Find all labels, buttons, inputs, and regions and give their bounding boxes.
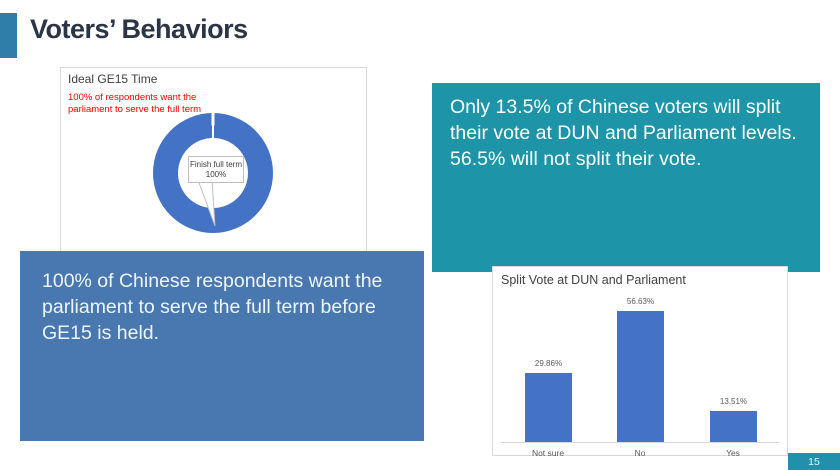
teal-callout-box: Only 13.5% of Chinese voters will split … <box>432 83 820 272</box>
x-axis-label-yes: Yes <box>726 448 740 458</box>
bar-column-no: 56.63% <box>617 297 664 442</box>
donut-data-label-text: Finish full term <box>189 159 242 169</box>
x-axis-label-no: No <box>634 448 646 458</box>
bar-value-label: 29.86% <box>534 359 563 368</box>
blue-text-line-3: GE15 is held. <box>42 322 160 344</box>
blue-callout-box: 100% of Chinese respondents want the par… <box>20 251 424 441</box>
bar-no <box>617 311 664 442</box>
x-axis-label-not-sure: Not sure <box>531 448 565 458</box>
bar-chart-title: Split Vote at DUN and Parliament <box>501 273 686 287</box>
annotation-line-1: 100% of respondents want the <box>68 92 197 103</box>
teal-text-line-2: their vote at DUN and Parliament levels. <box>450 122 797 144</box>
bar-yes <box>710 411 757 442</box>
page-number: 15 <box>808 455 820 468</box>
bar-chart-card: Split Vote at DUN and Parliament 29.86% … <box>492 266 788 458</box>
page-number-badge: 15 <box>788 453 840 470</box>
blue-text-line-1: 100% of Chinese respondents want the <box>42 270 383 292</box>
title-accent-bar <box>0 13 17 58</box>
bar-chart-plot-area: 29.86% 56.63% 13.51% Not sure No Yes <box>501 267 779 458</box>
donut-chart-card: Ideal GE15 Time 100% of respondents want… <box>60 67 367 253</box>
donut-data-label-callout: Finish full term 100% <box>188 156 244 183</box>
teal-text-line-1: Only 13.5% of Chinese voters will split <box>450 96 781 118</box>
page-title: Voters’ Behaviors <box>30 14 248 44</box>
blue-text-line-2: parliament to serve the full term before <box>42 296 376 318</box>
donut-chart-annotation: 100% of respondents want the parliament … <box>68 92 201 116</box>
bar-column-not-sure: 29.86% <box>525 359 572 442</box>
bar-not-sure <box>525 373 572 442</box>
bar-column-yes: 13.51% <box>710 397 757 442</box>
donut-chart-title: Ideal GE15 Time <box>68 72 158 86</box>
annotation-line-2: parliament to serve the full term <box>68 104 202 115</box>
donut-data-label-value: 100% <box>205 169 227 179</box>
bar-value-label: 13.51% <box>719 397 748 406</box>
bar-value-label: 56.63% <box>626 297 655 306</box>
teal-text-line-3: 56.5% will not split their vote. <box>450 148 702 170</box>
